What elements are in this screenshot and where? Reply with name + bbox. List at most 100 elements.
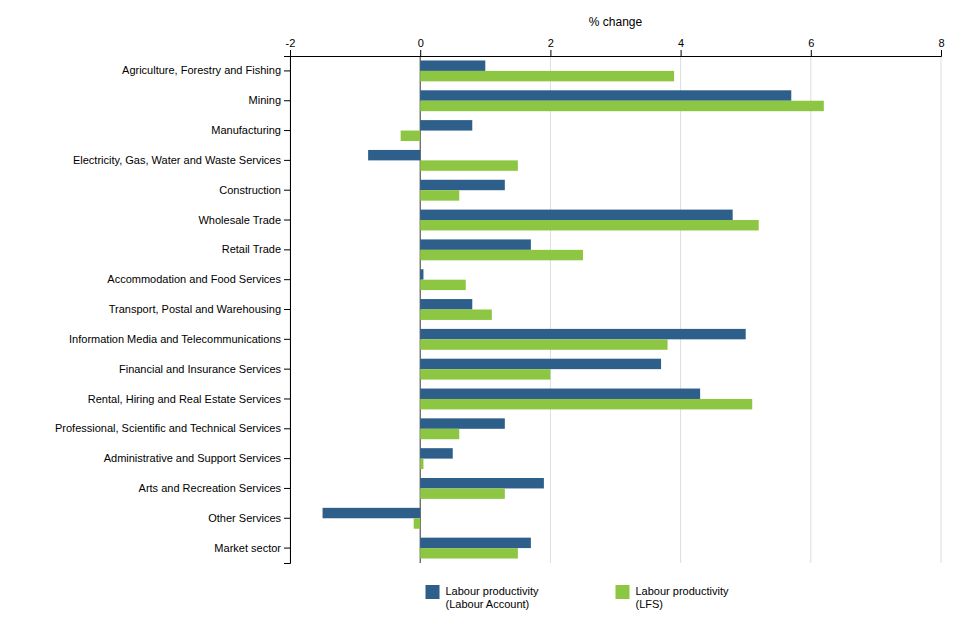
axis-title: % change (589, 15, 643, 29)
tick-label: Agriculture, Forestry and Fishing (122, 64, 281, 76)
tick: 4 (678, 37, 684, 56)
tick-label: Accommodation and Food Services (107, 273, 281, 285)
tick: Retail Trade (222, 243, 290, 255)
tick-mark (284, 160, 290, 161)
tick-mark (290, 50, 291, 56)
bar (420, 190, 459, 200)
tick: Professional, Scientific and Technical S… (55, 422, 290, 434)
tick-label: Professional, Scientific and Technical S… (55, 422, 282, 434)
tick: Transport, Postal and Warehousing (109, 303, 290, 315)
legend-swatch (426, 585, 440, 599)
tick: Construction (219, 184, 290, 196)
bar (420, 448, 453, 458)
tick-mark (811, 50, 812, 56)
bar (420, 90, 791, 100)
bar (420, 101, 824, 111)
tick-mark (284, 458, 290, 459)
tick-mark (284, 70, 290, 71)
bar (420, 548, 518, 558)
bar (420, 369, 550, 379)
tick: 8 (938, 37, 944, 56)
tick-mark (681, 50, 682, 56)
grid-line (941, 56, 942, 563)
bar (420, 399, 752, 409)
bar (420, 359, 661, 369)
bar (420, 220, 759, 230)
bar (420, 71, 674, 81)
bar (420, 180, 505, 190)
tick-mark (284, 428, 290, 429)
bar (420, 488, 505, 498)
tick-mark (941, 50, 942, 56)
tick: Administrative and Support Services (104, 452, 290, 464)
tick-label: Electricity, Gas, Water and Waste Servic… (73, 154, 282, 166)
bar (420, 120, 472, 130)
tick-mark (284, 398, 290, 399)
bar (420, 389, 700, 399)
legend-swatch (616, 585, 630, 599)
tick: Arts and Recreation Services (139, 482, 290, 494)
bar (401, 131, 421, 141)
grid (290, 56, 941, 563)
tick-mark (284, 518, 290, 519)
bar (420, 280, 466, 290)
tick-mark (284, 279, 290, 280)
legend-label: Labour productivity(Labour Account) (446, 585, 539, 610)
tick-mark (284, 130, 290, 131)
tick: Rental, Hiring and Real Estate Services (88, 392, 290, 404)
tick-label: Manufacturing (211, 124, 281, 136)
tick-mark (284, 488, 290, 489)
tick: Accommodation and Food Services (107, 273, 290, 285)
axis-line (291, 50, 942, 57)
tick-label: Wholesale Trade (198, 214, 281, 226)
bar-series (323, 60, 792, 548)
tick-label: Mining (249, 94, 281, 106)
tick: 6 (808, 37, 814, 56)
tick-label: Market sector (214, 542, 281, 554)
bar (420, 429, 459, 439)
chart: -2 0 2 4 6 8 Agriculture, Forestry and Fishing… (0, 0, 975, 635)
bar (420, 299, 472, 309)
tick-mark (284, 309, 290, 310)
tick-label: 4 (678, 37, 684, 49)
bar (420, 538, 531, 548)
legend-item: Labour productivity(Labour Account) (426, 585, 539, 610)
tick-label: Construction (219, 184, 281, 196)
tick-mark (284, 369, 290, 370)
tick: Manufacturing (211, 124, 290, 136)
bar (420, 339, 667, 349)
y-axis: Agriculture, Forestry and Fishing Mining M… (55, 57, 291, 564)
bar (414, 518, 421, 528)
axis-line (284, 57, 291, 564)
bar (420, 329, 746, 339)
tick: -2 (286, 37, 296, 56)
tick-mark (284, 548, 290, 549)
legend: Labour productivity(Labour Account) Labou… (426, 585, 729, 610)
tick: Financial and Insurance Services (119, 363, 290, 375)
legend-label: Labour productivity(LFS) (636, 585, 729, 610)
bar (420, 459, 423, 469)
tick: Electricity, Gas, Water and Waste Servic… (73, 154, 290, 166)
tick-label: Retail Trade (222, 243, 281, 255)
tick: Mining (249, 94, 290, 106)
x-axis: -2 0 2 4 6 8 (286, 37, 945, 57)
bar (323, 508, 421, 518)
grid-line (550, 56, 551, 563)
tick-mark (284, 220, 290, 221)
tick-mark (284, 100, 290, 101)
tick-label: 8 (938, 37, 944, 49)
bar (368, 150, 420, 160)
tick-label: -2 (286, 37, 296, 49)
tick: 2 (548, 37, 554, 56)
bar (420, 60, 485, 70)
tick-label: Other Services (208, 512, 281, 524)
bar (420, 160, 518, 170)
bar-series (401, 71, 824, 559)
tick: 0 (418, 37, 424, 56)
grid-line (680, 56, 681, 563)
tick-mark (550, 50, 551, 56)
bar (420, 310, 492, 320)
tick-label: Arts and Recreation Services (139, 482, 282, 494)
bar (420, 210, 732, 220)
tick-mark (284, 339, 290, 340)
